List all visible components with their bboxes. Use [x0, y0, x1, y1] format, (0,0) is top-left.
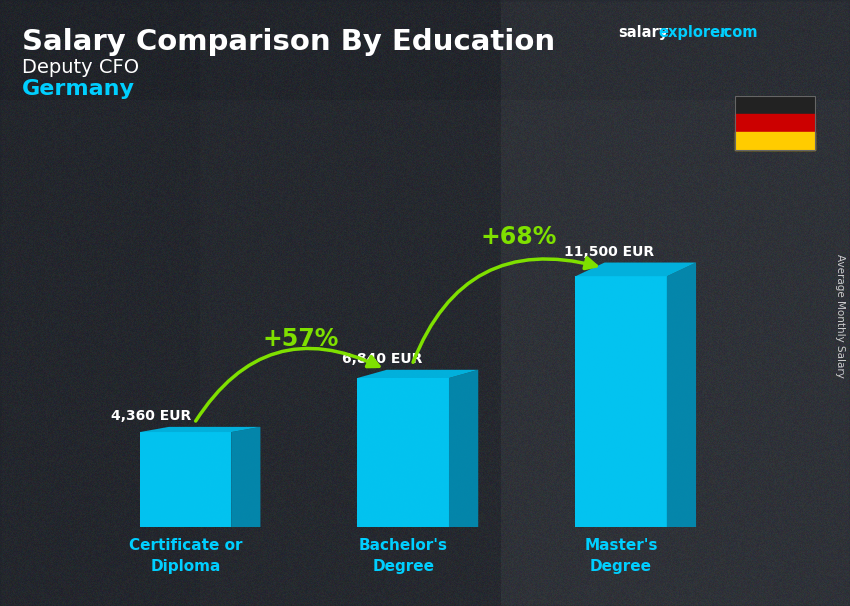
Text: .com: .com	[719, 25, 758, 40]
Polygon shape	[139, 432, 231, 527]
Text: Deputy CFO: Deputy CFO	[22, 58, 139, 77]
Polygon shape	[666, 262, 696, 527]
Text: salary: salary	[618, 25, 668, 40]
Text: explorer: explorer	[658, 25, 728, 40]
Polygon shape	[358, 370, 479, 378]
Polygon shape	[575, 276, 666, 527]
Text: 4,360 EUR: 4,360 EUR	[111, 409, 191, 423]
Bar	[735, 96, 815, 114]
Text: 11,500 EUR: 11,500 EUR	[564, 245, 654, 259]
Bar	[735, 114, 815, 132]
Polygon shape	[231, 427, 260, 527]
Text: Average Monthly Salary: Average Monthly Salary	[835, 254, 845, 378]
Polygon shape	[139, 427, 260, 432]
Text: 6,840 EUR: 6,840 EUR	[343, 352, 422, 366]
Polygon shape	[449, 370, 479, 527]
Polygon shape	[358, 378, 449, 527]
Text: Salary Comparison By Education: Salary Comparison By Education	[22, 28, 555, 56]
Polygon shape	[575, 262, 696, 276]
Bar	[735, 96, 815, 150]
Text: +68%: +68%	[480, 225, 557, 249]
Text: Germany: Germany	[22, 79, 135, 99]
Text: +57%: +57%	[263, 327, 338, 351]
Bar	[735, 132, 815, 150]
